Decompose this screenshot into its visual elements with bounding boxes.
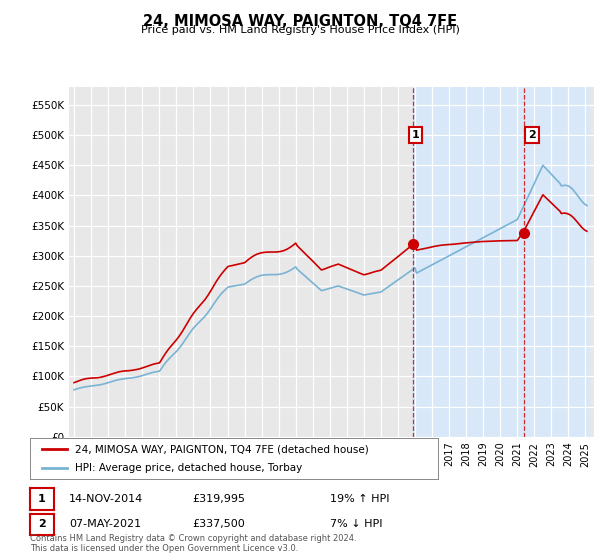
Bar [413,87,589,437]
Text: Contains HM Land Registry data © Crown copyright and database right 2024.
This d: Contains HM Land Registry data © Crown c… [30,534,356,553]
Text: Price paid vs. HM Land Registry's House Price Index (HPI): Price paid vs. HM Land Registry's House … [140,25,460,35]
Text: 24, MIMOSA WAY, PAIGNTON, TQ4 7FE (detached house): 24, MIMOSA WAY, PAIGNTON, TQ4 7FE (detac… [75,445,368,454]
Text: 14-NOV-2014: 14-NOV-2014 [69,494,143,504]
Text: 1: 1 [38,494,46,504]
Text: 2: 2 [528,130,536,140]
Text: 1: 1 [412,130,419,140]
Text: £337,500: £337,500 [192,519,245,529]
Text: HPI: Average price, detached house, Torbay: HPI: Average price, detached house, Torb… [75,463,302,473]
Text: 19% ↑ HPI: 19% ↑ HPI [330,494,389,504]
Text: £319,995: £319,995 [192,494,245,504]
Text: 24, MIMOSA WAY, PAIGNTON, TQ4 7FE: 24, MIMOSA WAY, PAIGNTON, TQ4 7FE [143,14,457,29]
Text: 2: 2 [38,519,46,529]
Text: 7% ↓ HPI: 7% ↓ HPI [330,519,383,529]
Text: 07-MAY-2021: 07-MAY-2021 [69,519,141,529]
